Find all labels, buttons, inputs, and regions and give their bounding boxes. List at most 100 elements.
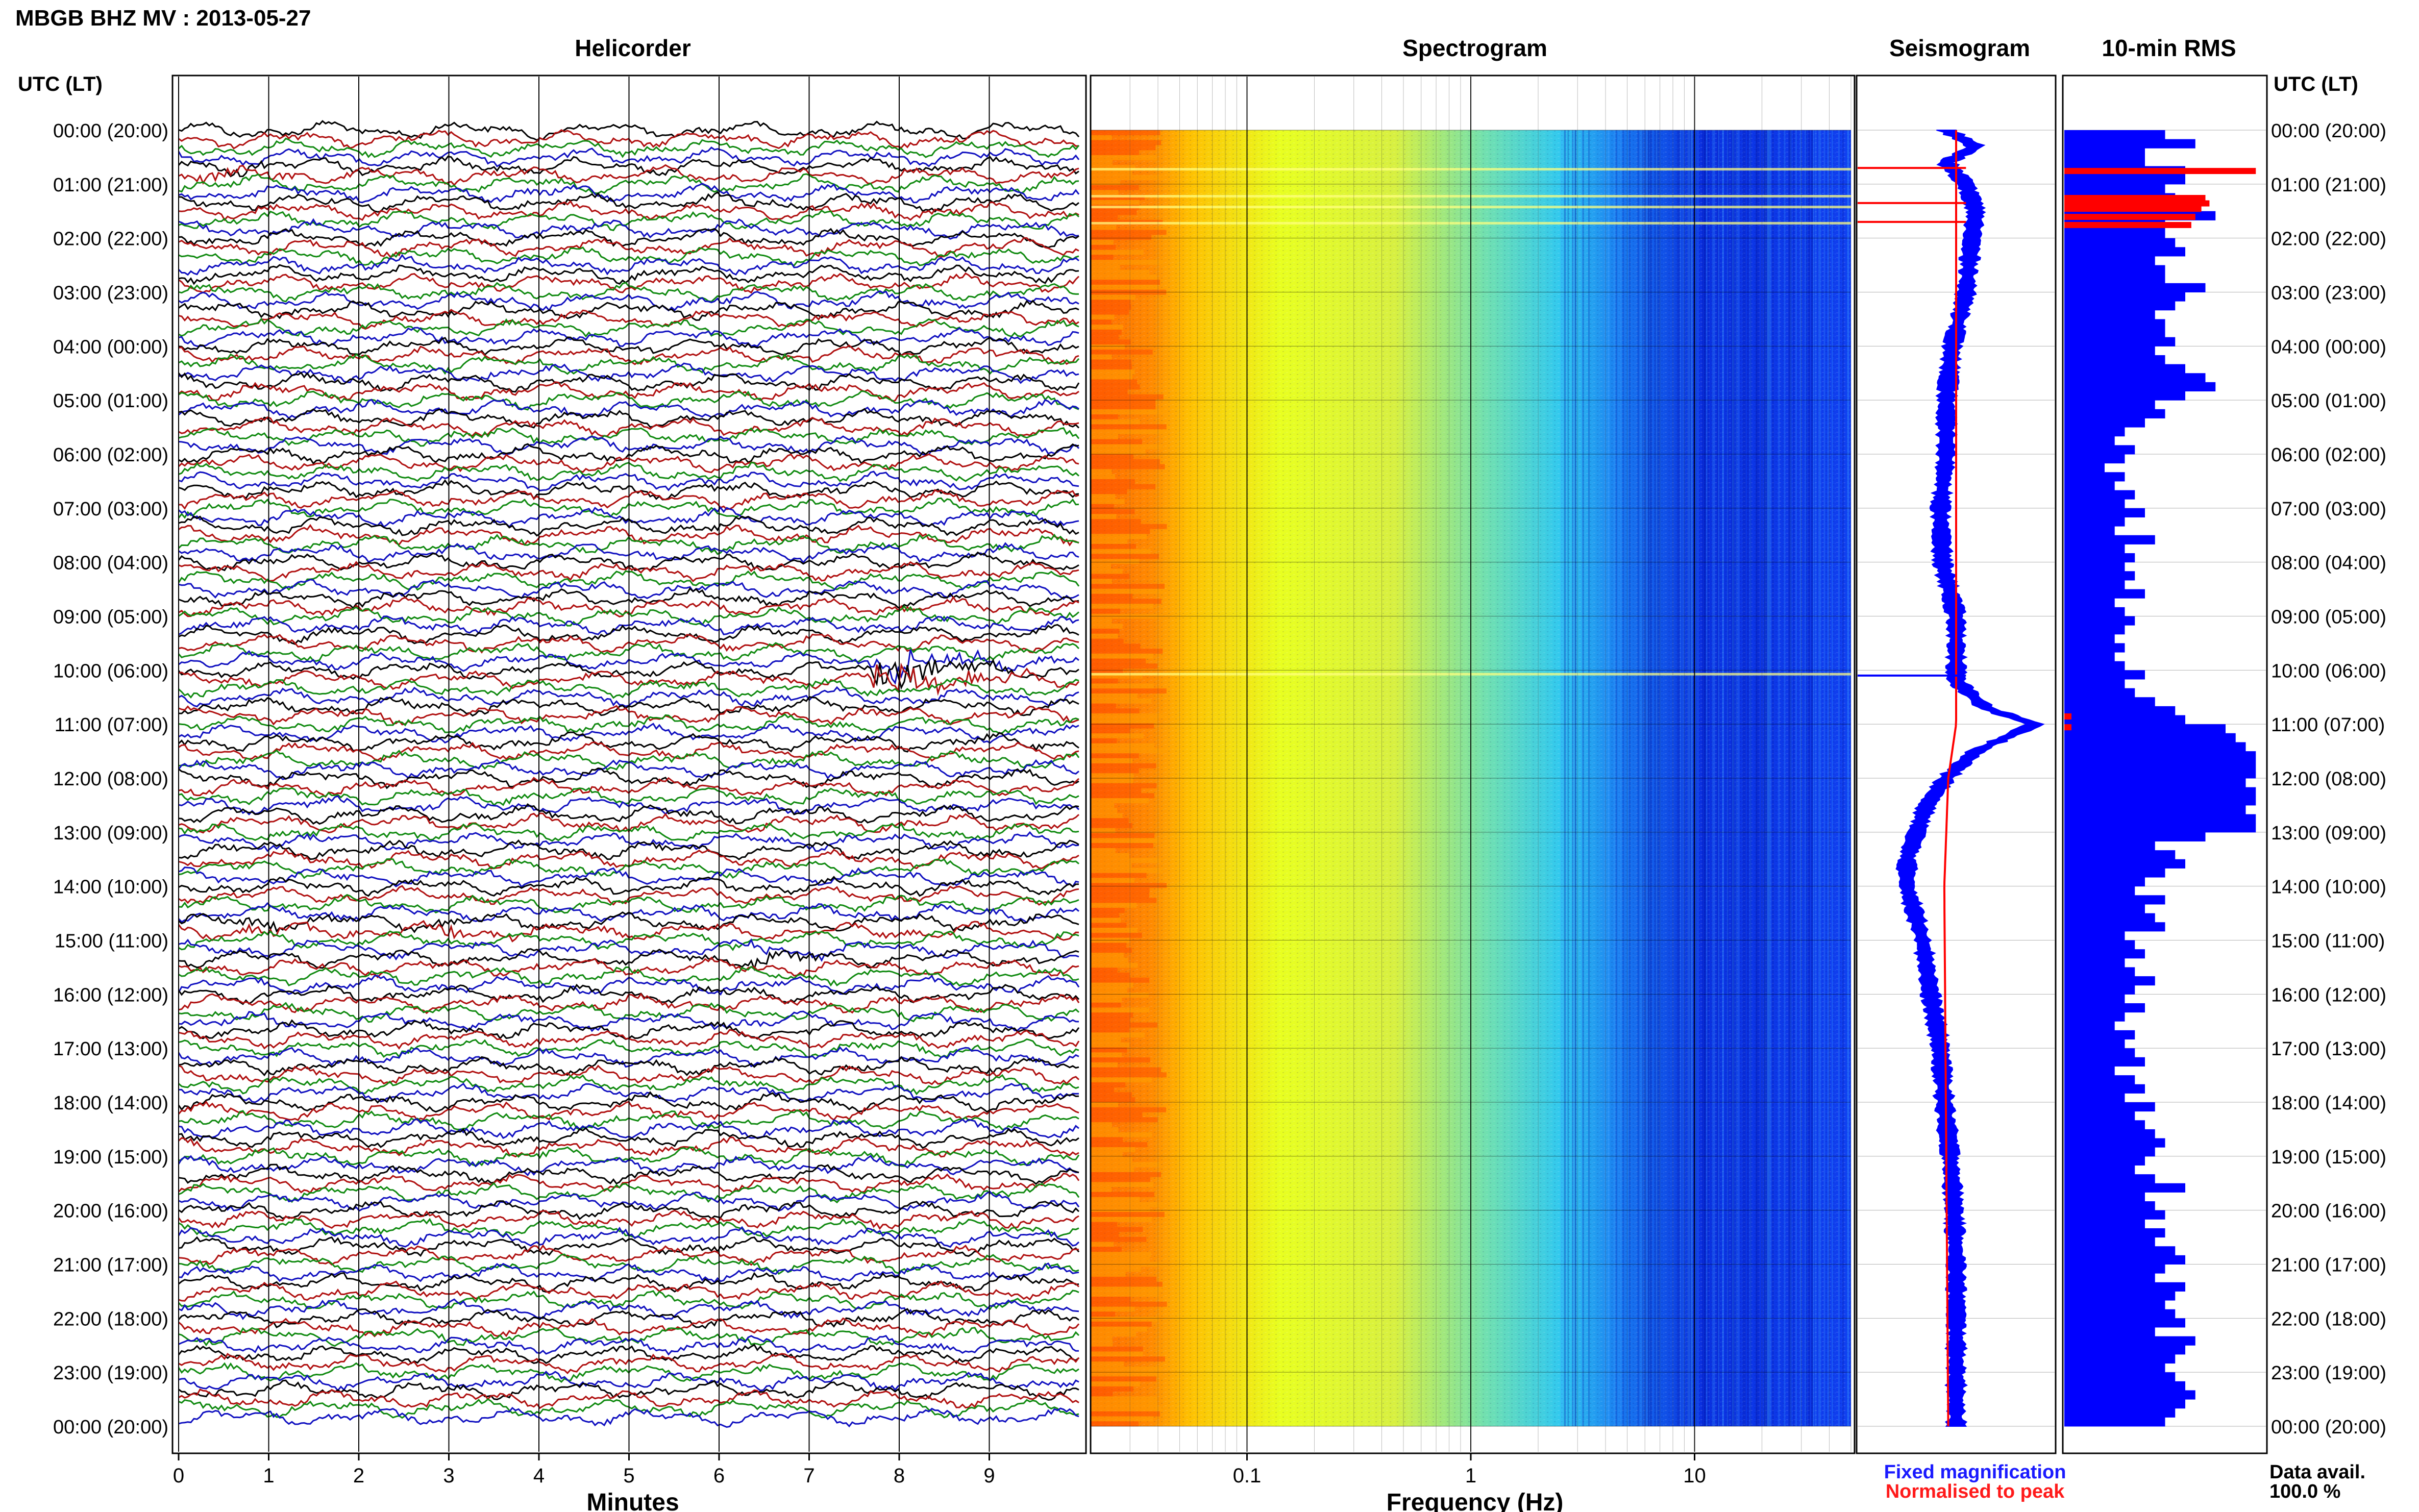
rms-bar xyxy=(2064,922,2165,932)
spectrogram-band xyxy=(1091,818,1129,824)
rms-bar xyxy=(2064,724,2226,734)
spectrogram-streak xyxy=(1722,130,1724,1426)
rms-bar xyxy=(2064,1381,2185,1391)
rms-bar xyxy=(2064,139,2195,148)
spectrogram-streak xyxy=(1560,130,1562,1426)
time-label-right: 10:00 (06:00) xyxy=(2271,660,2386,682)
rms-bar xyxy=(2064,418,2145,428)
time-label-left: 19:00 (15:00) xyxy=(53,1147,168,1168)
spectrogram-band xyxy=(1091,1037,1121,1043)
time-axis-label-right: UTC (LT) xyxy=(2274,73,2358,95)
seismogram-spikes xyxy=(1858,167,1966,677)
rms-bar xyxy=(2064,472,2125,482)
spectrogram-streak xyxy=(1790,130,1792,1426)
spectrogram-streak xyxy=(1718,130,1720,1426)
spectrogram-band xyxy=(1091,300,1131,305)
spectrogram-band xyxy=(1091,354,1112,360)
spectrogram-band xyxy=(1091,524,1167,529)
spectrogram-band xyxy=(1091,1177,1150,1182)
spectrogram-band xyxy=(1091,439,1143,444)
rms-bar xyxy=(2064,1300,2165,1310)
spectrogram-band xyxy=(1091,215,1118,220)
spectrogram-streak xyxy=(1620,130,1622,1426)
spectrogram-band xyxy=(1091,1317,1159,1322)
spectrogram-band xyxy=(1091,1386,1133,1392)
rms-bar xyxy=(2064,787,2256,797)
spectrogram-band xyxy=(1091,798,1149,804)
spectrogram-streak xyxy=(1818,130,1820,1426)
helicorder-x-tick-label: 7 xyxy=(803,1465,814,1487)
time-label-left: 04:00 (00:00) xyxy=(53,336,168,358)
spectrogram-band xyxy=(1091,1087,1114,1093)
rms-bar xyxy=(2064,1003,2145,1013)
spectrogram-band xyxy=(1091,952,1124,958)
rms-bar xyxy=(2064,265,2165,275)
spectrogram-band xyxy=(1091,658,1146,664)
rms-bar xyxy=(2064,1363,2165,1373)
rms-bar xyxy=(2064,976,2155,986)
spectrogram-streak xyxy=(1687,130,1689,1426)
spectrogram-streak xyxy=(1647,130,1649,1426)
spectrogram-streak xyxy=(1656,130,1658,1426)
spectrogram-band xyxy=(1091,319,1112,325)
spectrogram-band xyxy=(1091,504,1114,509)
spectrogram-streak xyxy=(1827,130,1829,1426)
spectrogram-band xyxy=(1091,130,1161,135)
spectrogram-band xyxy=(1091,1401,1158,1407)
spectrogram-streak xyxy=(1603,130,1606,1426)
rms-bar xyxy=(2064,850,2176,860)
spectrogram-band xyxy=(1091,733,1144,739)
time-label-right: 02:00 (22:00) xyxy=(2271,229,2386,250)
rms-bar xyxy=(2064,391,2185,401)
spectrogram-band xyxy=(1091,399,1156,405)
spectrogram-band xyxy=(1091,873,1147,878)
rms-bar xyxy=(2064,247,2185,257)
spectrogram-band xyxy=(1091,887,1150,893)
spectrogram-band xyxy=(1091,943,1126,948)
spectrogram-band xyxy=(1091,1162,1161,1168)
spectrogram-band xyxy=(1091,1326,1147,1332)
rms-bar xyxy=(2064,589,2145,599)
spectrogram-band xyxy=(1091,1232,1119,1237)
spectrogram-band xyxy=(1091,499,1125,504)
rms-bar xyxy=(2064,598,2115,608)
rms-bar xyxy=(2064,571,2135,581)
spectrogram-streak xyxy=(1793,130,1795,1426)
helicorder-x-tick-label: 3 xyxy=(443,1465,454,1487)
rms-highlight-bar xyxy=(2064,200,2210,207)
spectrogram-panel xyxy=(1090,75,1856,1454)
rms-bar xyxy=(2064,832,2206,841)
rms-bar xyxy=(2064,1138,2165,1148)
spectrogram-band xyxy=(1091,434,1119,439)
spectrogram-band xyxy=(1091,624,1123,629)
spectrogram-streak xyxy=(1768,130,1770,1426)
legend-normalised-to-peak: Normalised to peak xyxy=(1886,1481,2065,1502)
spectrogram-band xyxy=(1091,1057,1150,1063)
spectrogram-band xyxy=(1091,778,1133,783)
time-label-left: 01:00 (21:00) xyxy=(53,175,168,196)
spectrogram-streak xyxy=(1618,130,1620,1426)
spectrogram-streak xyxy=(1767,130,1769,1426)
spectrogram-band xyxy=(1091,140,1162,145)
time-label-right: 16:00 (12:00) xyxy=(2271,984,2386,1006)
data-availability-label: Data avail. xyxy=(2269,1461,2365,1483)
spectrogram-band xyxy=(1091,1227,1143,1232)
rms-bar xyxy=(2064,1318,2185,1328)
rms-bar xyxy=(2064,1219,2145,1229)
spectrogram-band xyxy=(1091,1027,1130,1033)
spectrogram-streak xyxy=(1722,130,1724,1426)
spectrogram-streak xyxy=(1561,130,1563,1426)
rms-bar xyxy=(2064,895,2165,905)
spectrogram-band xyxy=(1091,1077,1152,1083)
spectrogram-streak xyxy=(1764,130,1766,1426)
spectrogram-band xyxy=(1091,1152,1123,1157)
helicorder-x-tick-label: 0 xyxy=(173,1465,184,1487)
spectrogram-band xyxy=(1091,479,1135,484)
legend-fixed-magnification: Fixed magnification xyxy=(1884,1461,2066,1483)
spectrogram-band xyxy=(1091,384,1140,390)
spectrogram-streak xyxy=(1742,130,1744,1426)
spectrogram-band xyxy=(1091,135,1112,140)
rms-bar xyxy=(2064,1273,2155,1283)
rms-bar xyxy=(2064,1237,2155,1247)
spectrogram-streak xyxy=(1769,130,1771,1426)
